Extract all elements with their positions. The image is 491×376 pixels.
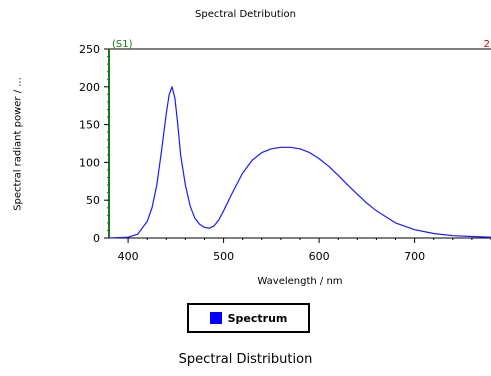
legend-label: Spectrum [227,311,288,325]
x-tick-label: 500 [213,250,234,263]
chart-title: Spectral Detribution [195,9,296,20]
y-tick-label: 250 [79,43,100,56]
corner-label-left: (S1) [112,39,133,50]
footer-title: Spectral Distribution [178,352,313,367]
x-axis-title: Wavelength / nm [257,276,343,287]
y-tick-label: 0 [93,232,100,245]
x-tick-label: 400 [118,250,139,263]
legend-swatch [209,312,222,324]
corner-label-right: 2 [484,39,490,50]
spectrum-series-line [108,86,491,239]
y-tick-label: 200 [79,81,100,94]
y-tick-label: 50 [86,194,100,207]
x-tick-label: 600 [309,250,330,263]
x-tick-label: 700 [404,250,425,263]
y-tick-label: 100 [79,156,100,169]
legend[interactable]: Spectrum [187,303,310,333]
y-tick-label: 150 [79,119,100,132]
